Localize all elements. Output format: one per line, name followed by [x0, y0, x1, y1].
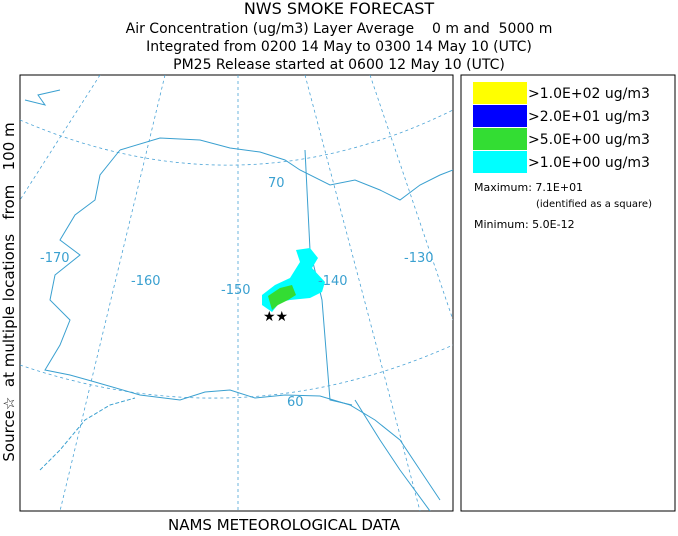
- legend-swatch: [473, 151, 527, 173]
- legend-label: >2.0E+01 ug/m3: [528, 109, 650, 125]
- title: NWS SMOKE FORECAST: [244, 0, 435, 18]
- longitude-label: -170: [40, 251, 70, 266]
- subtitle: PM25 Release started at 0600 12 May 10 (…: [173, 57, 505, 73]
- longitude-label: -160: [131, 274, 161, 289]
- coastline: [39, 397, 136, 471]
- subtitle: Integrated from 0200 14 May to 0300 14 M…: [146, 39, 532, 55]
- footer: NAMS METEOROLOGICAL DATA: [168, 516, 401, 532]
- subtitle: Air Concentration (ug/m3) Layer Average …: [126, 21, 553, 37]
- graticule: [59, 75, 166, 511]
- longitude-label: -140: [318, 274, 348, 289]
- plume-mid: [268, 285, 296, 310]
- side-label: Source☆ at multiple locations from 100 m: [0, 122, 18, 461]
- legend-label: >1.0E+02 ug/m3: [528, 86, 650, 102]
- border: [354, 399, 431, 511]
- legend: Maximum: 7.1E+01 (identified as a square…: [460, 74, 676, 512]
- longitude-label: -130: [404, 251, 434, 266]
- legend-swatch: [473, 105, 527, 127]
- legend-label: >1.0E+00 ug/m3: [528, 155, 650, 171]
- longitude-label: -150: [221, 283, 251, 298]
- map: ★★ -170 -160 -150 -140 -130 70 60: [19, 74, 454, 512]
- maximum-note: (identified as a square): [536, 199, 652, 210]
- latitude-label: 60: [287, 395, 304, 410]
- border: [304, 149, 353, 406]
- source-marker: ★★: [263, 309, 288, 325]
- latitude-label: 70: [268, 176, 285, 191]
- map-frame: [19, 74, 454, 512]
- minimum: Minimum: 5.0E-12: [474, 218, 575, 231]
- graticule: [20, 75, 101, 201]
- legend-swatch: [473, 128, 527, 150]
- legend-swatch: [473, 82, 527, 104]
- legend-label: >5.0E+00 ug/m3: [528, 132, 650, 148]
- maximum: Maximum: 7.1E+01: [474, 181, 583, 194]
- graticule: [20, 344, 453, 399]
- graticule: [369, 75, 453, 321]
- coastline: [24, 89, 453, 201]
